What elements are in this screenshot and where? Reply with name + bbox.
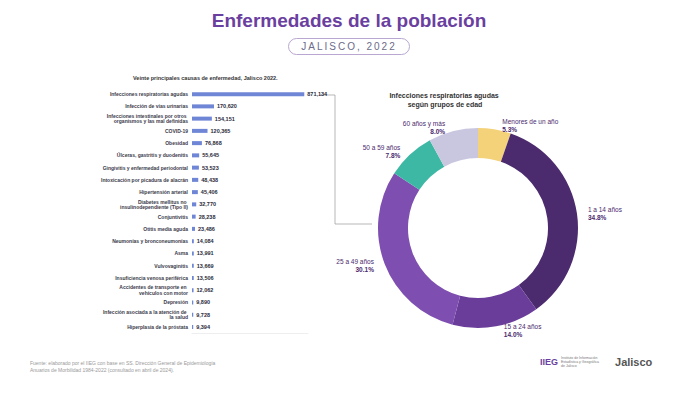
svg-text:8.0%: 8.0% — [430, 128, 445, 135]
svg-text:Diabetes mellitus no: Diabetes mellitus no — [138, 198, 188, 205]
html-text:Jalisco: Jalisco — [615, 356, 653, 368]
svg-text:34.8%: 34.8% — [588, 214, 607, 221]
svg-text:12,062: 12,062 — [197, 287, 214, 293]
svg-text:Insuficiencia venosa periféric: Insuficiencia venosa periférica — [115, 275, 188, 281]
svg-text:Neumonías y bronconeumonías: Neumonías y bronconeumonías — [112, 238, 188, 244]
svg-text:13,669: 13,669 — [197, 263, 214, 269]
svg-text:120,365: 120,365 — [211, 128, 231, 134]
svg-text:Vulvovaginitis: Vulvovaginitis — [154, 263, 188, 269]
svg-text:Infección asociada a la atenci: Infección asociada a la atención de — [103, 308, 188, 315]
svg-text:9,728: 9,728 — [196, 312, 210, 318]
svg-text:28,238: 28,238 — [199, 214, 216, 220]
svg-text:5.3%: 5.3% — [502, 126, 517, 133]
svg-text:14.0%: 14.0% — [504, 331, 523, 338]
svg-text:Infección de vías urinarias: Infección de vías urinarias — [125, 103, 188, 109]
svg-text:30.1%: 30.1% — [356, 266, 375, 273]
svg-text:53,523: 53,523 — [202, 165, 219, 171]
svg-text:23,486: 23,486 — [198, 226, 215, 232]
svg-text:Otitis media aguda: Otitis media aguda — [143, 226, 188, 232]
svg-text:154,151: 154,151 — [215, 116, 235, 122]
svg-text:Infecciones intestinales por o: Infecciones intestinales por otros — [106, 112, 188, 119]
svg-text:50 a 59 años: 50 a 59 años — [363, 144, 401, 151]
svg-text:25 a 49 años: 25 a 49 años — [336, 258, 374, 265]
svg-text:55,645: 55,645 — [202, 152, 219, 158]
svg-text:COVID-19: COVID-19 — [165, 128, 188, 134]
svg-text:9,394: 9,394 — [196, 324, 211, 330]
svg-text:Accidentes de transporte en: Accidentes de transporte en — [119, 284, 188, 291]
svg-text:45,406: 45,406 — [201, 189, 218, 195]
svg-text:organismos y las mal definidas: organismos y las mal definidas — [114, 118, 188, 124]
svg-text:Úlceras, gastritis y duodeniti: Úlceras, gastritis y duodenitis — [117, 152, 188, 158]
svg-text:vehículos con motor: vehículos con motor — [139, 290, 188, 296]
svg-text:Asma: Asma — [174, 250, 188, 256]
svg-text:1 a 14 años: 1 a 14 años — [588, 206, 623, 213]
svg-text:48,438: 48,438 — [201, 177, 218, 183]
svg-text:15 a 24 años: 15 a 24 años — [504, 323, 542, 330]
svg-text:76,868: 76,868 — [205, 140, 222, 146]
svg-text:60 años y más: 60 años y más — [403, 120, 446, 128]
svg-text:871,134: 871,134 — [307, 91, 328, 97]
html-text:Fuente: elaborado por el IIEG: Fuente: elaborado por el IIEG con base e… — [30, 360, 216, 366]
svg-text:la salud: la salud — [169, 314, 188, 320]
html-text:Anuarios de Morbilidad 1984-20: Anuarios de Morbilidad 1984-2022 (consul… — [30, 367, 174, 373]
html-text:Enfermedades de la población: Enfermedades de la población — [211, 10, 487, 31]
svg-text:170,620: 170,620 — [217, 103, 237, 109]
svg-text:Intoxicación por picadura de a: Intoxicación por picadura de alacrán — [101, 177, 188, 183]
svg-text:según grupos de edad: según grupos de edad — [408, 101, 483, 109]
svg-text:insulinodependiente (Tipo II): insulinodependiente (Tipo II) — [120, 204, 188, 210]
svg-text:Conjuntivitis: Conjuntivitis — [158, 214, 188, 220]
svg-text:Hiperplasia de la próstata: Hiperplasia de la próstata — [127, 324, 188, 330]
svg-text:Hipertensión arterial: Hipertensión arterial — [139, 189, 188, 195]
svg-text:Veinte principales causas de e: Veinte principales causas de enfermedad,… — [133, 75, 278, 81]
svg-text:7.8%: 7.8% — [385, 152, 400, 159]
svg-text:14,084: 14,084 — [197, 238, 215, 244]
svg-text:Gingivitis y enfermedad period: Gingivitis y enfermedad periodontal — [103, 165, 189, 171]
svg-text:9,890: 9,890 — [196, 299, 210, 305]
svg-text:13,506: 13,506 — [197, 275, 214, 281]
svg-text:Infecciones respiratorias agud: Infecciones respiratorias agudas — [110, 91, 188, 97]
svg-text:32,770: 32,770 — [199, 201, 216, 207]
svg-text:13,991: 13,991 — [197, 250, 214, 256]
html-text:Instituto de Información Estad: Instituto de Información Estadística y G… — [561, 356, 599, 368]
html-text:IIEG: IIEG — [540, 357, 558, 367]
svg-text:Depresión: Depresión — [164, 299, 188, 305]
svg-text:Menores de un año: Menores de un año — [502, 118, 558, 125]
svg-text:Obesidad: Obesidad — [165, 140, 188, 146]
html-text:JALISCO, 2022: JALISCO, 2022 — [301, 41, 397, 52]
svg-text:Infecciones respiratorias agud: Infecciones respiratorias agudas — [389, 92, 500, 100]
